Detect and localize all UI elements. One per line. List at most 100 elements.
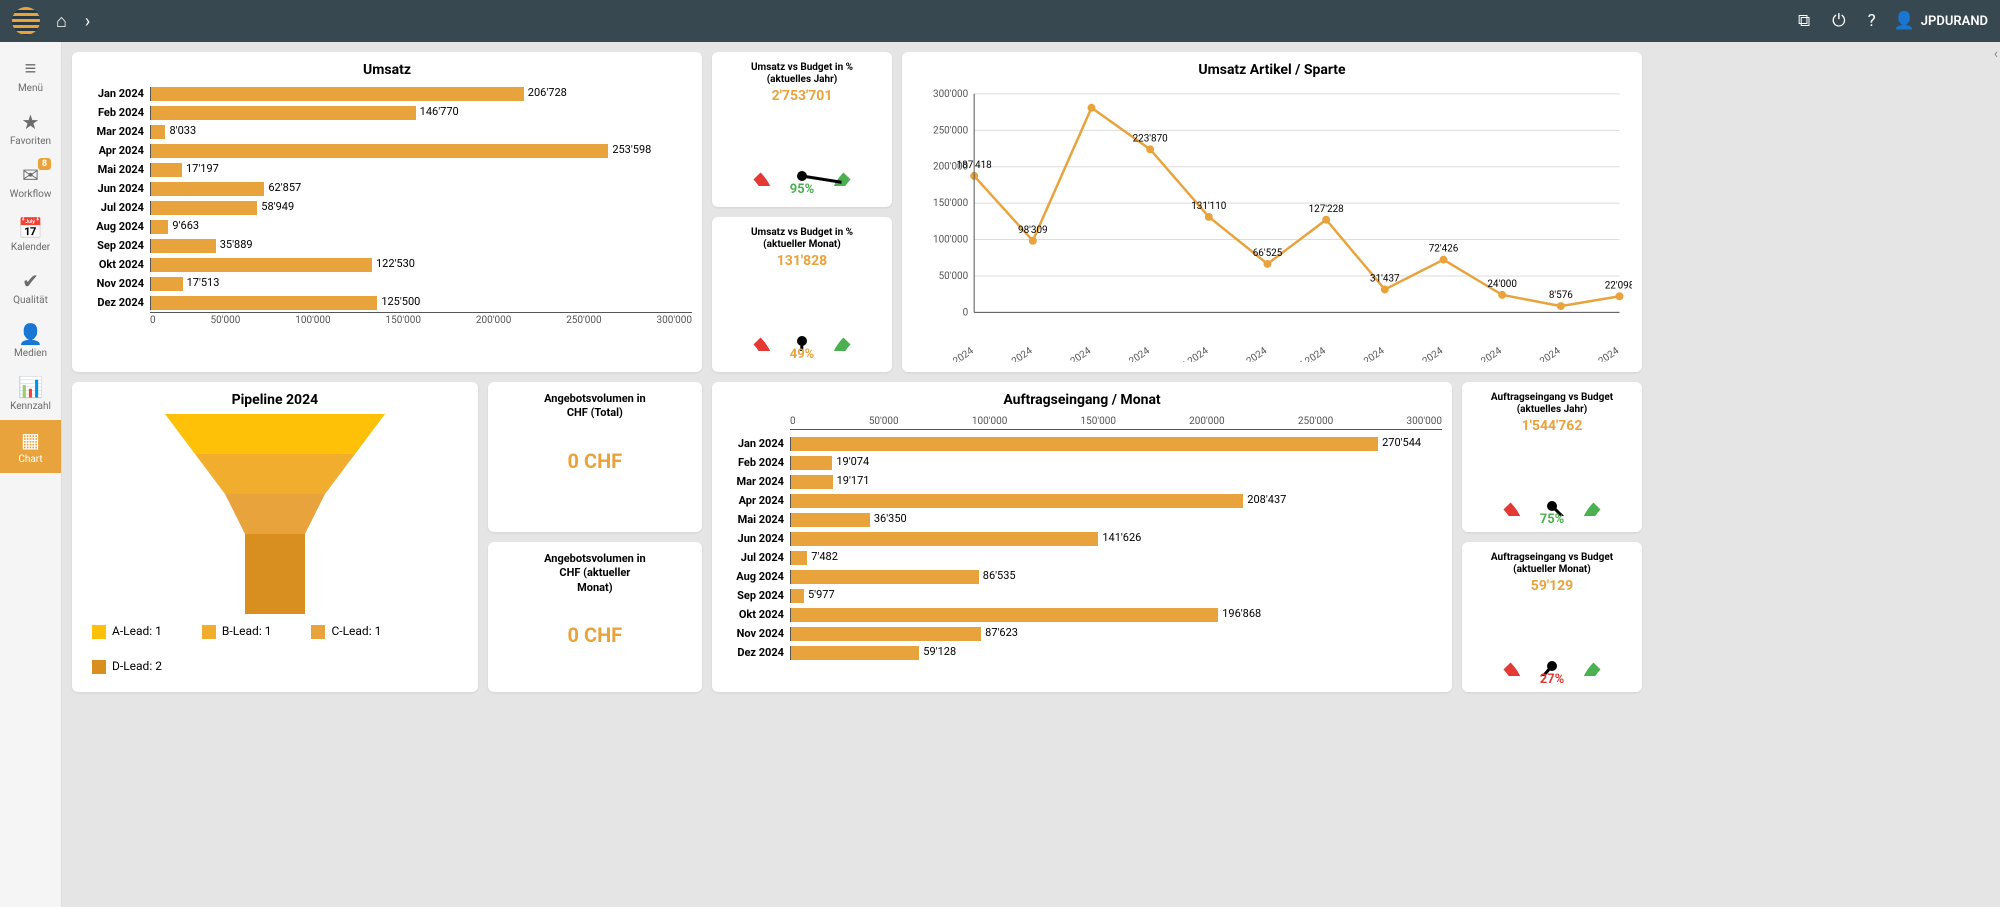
pipeline-card: Pipeline 2024 A-Lead: 1B-Lead: 1C-Lead: …: [72, 382, 478, 692]
bar-label: Jul 2024: [82, 201, 150, 214]
gauge-title: Umsatz vs Budget in %(aktuelles Jahr): [722, 62, 882, 86]
bar-fill: [151, 163, 182, 177]
bar-label: Okt 2024: [722, 608, 790, 621]
qualität-icon: ✔: [0, 269, 61, 293]
bar-value: 125'500: [381, 295, 420, 308]
menü-icon: ≡: [0, 56, 61, 81]
topbar: ⌂ › ⧉ ⏻ ? 👤 JPDURAND: [0, 0, 2000, 42]
sidebar-item-kennzahl[interactable]: 📊Kennzahl: [0, 367, 61, 420]
bar-fill: [791, 475, 833, 489]
gauge-value: 131'828: [722, 253, 882, 269]
svg-text:Jul 2024: Jul 2024: [1290, 345, 1328, 362]
sidebar-item-qualität[interactable]: ✔ Qualität: [0, 261, 61, 314]
svg-text:131'110: 131'110: [1191, 201, 1226, 212]
svg-text:300'000: 300'000: [933, 89, 968, 100]
bar-row: Dez 2024 59'128: [722, 643, 1442, 662]
bar-label: Mar 2024: [722, 475, 790, 488]
svg-text:0: 0: [963, 307, 969, 318]
bar-fill: [151, 87, 524, 101]
bar-row: Jun 2024 141'626: [722, 529, 1442, 548]
legend-item: C-Lead: 1: [311, 624, 381, 639]
bar-fill: [791, 437, 1378, 451]
bar-value: 8'033: [169, 124, 196, 137]
bar-label: Jan 2024: [722, 437, 790, 450]
sidebar-item-chart[interactable]: ▦Chart: [0, 420, 61, 473]
bar-row: Feb 2024 19'074: [722, 453, 1442, 472]
sidebar-item-label: Favoriten: [10, 136, 51, 147]
bar-fill: [151, 106, 416, 120]
bar-fill: [791, 608, 1218, 622]
bar-row: Feb 2024 146'770: [82, 103, 692, 122]
app-logo[interactable]: [12, 7, 40, 35]
bar-value: 7'482: [811, 550, 838, 563]
legend-item: A-Lead: 1: [92, 624, 162, 639]
gauge-percent: 75%: [1472, 512, 1632, 527]
svg-text:50'000: 50'000: [939, 271, 969, 282]
sidebar-item-kalender[interactable]: 📅Kalender: [0, 208, 61, 261]
medien-icon: 👤: [0, 322, 61, 346]
bar-row: Dez 2024 125'500: [82, 293, 692, 312]
sidebar-item-label: Menü: [18, 83, 43, 94]
svg-text:250'000: 250'000: [933, 125, 968, 136]
svg-text:Sep 2024: Sep 2024: [1405, 345, 1446, 362]
sidebar-item-label: Chart: [18, 454, 42, 465]
collapse-panel-icon[interactable]: ‹: [1994, 46, 1998, 62]
sidebar-item-medien[interactable]: 👤 Medien: [0, 314, 61, 367]
umsatz-bar-card: Umsatz Jan 2024 206'728 Feb 2024 146'770…: [72, 52, 702, 372]
bar-label: Okt 2024: [82, 258, 150, 271]
svg-text:66'525: 66'525: [1253, 248, 1283, 259]
bar-row: Mai 2024 36'350: [722, 510, 1442, 529]
sidebar-item-favoriten[interactable]: ★Favoriten: [0, 102, 61, 155]
gauge-value: 2'753'701: [722, 88, 882, 104]
bar-value: 35'889: [220, 238, 253, 251]
bar-row: Mai 2024 17'197: [82, 160, 692, 179]
kpi-title: Angebotsvolumen inCHF (Total): [498, 392, 692, 421]
bar-label: Feb 2024: [722, 456, 790, 469]
bar-fill: [151, 125, 165, 139]
bar-value: 58'949: [261, 200, 294, 213]
svg-text:Jan 2024: Jan 2024: [936, 345, 976, 362]
bar-label: Jul 2024: [722, 551, 790, 564]
sidebar-item-label: Qualität: [13, 295, 48, 306]
svg-text:Mai 2024: Mai 2024: [1170, 345, 1210, 362]
bar-fill: [151, 277, 183, 291]
bar-value: 86'535: [983, 569, 1016, 582]
bar-value: 122'530: [376, 257, 415, 270]
open-external-icon[interactable]: ⧉: [1798, 11, 1810, 31]
bar-fill: [791, 532, 1098, 546]
bar-value: 141'626: [1102, 531, 1141, 544]
svg-text:Apr 2024: Apr 2024: [1113, 345, 1153, 362]
bar-fill: [791, 570, 979, 584]
help-icon[interactable]: ?: [1868, 11, 1876, 31]
sidebar-item-workflow[interactable]: ✉Workflow8: [0, 155, 61, 208]
bar-label: Mai 2024: [722, 513, 790, 526]
bar-row: Mar 2024 19'171: [722, 472, 1442, 491]
gauge-title: Auftragseingang vs Budget(aktuelles Jahr…: [1472, 392, 1632, 416]
chevron-right-icon[interactable]: ›: [85, 11, 90, 32]
gauge-percent: 95%: [722, 182, 882, 197]
kpi-month-card: Angebotsvolumen inCHF (aktuellerMonat) 0…: [488, 542, 702, 692]
gauge-title: Umsatz vs Budget in %(aktueller Monat): [722, 227, 882, 251]
gauge-title: Auftragseingang vs Budget(aktueller Mona…: [1472, 552, 1632, 576]
bar-row: Jan 2024 206'728: [82, 84, 692, 103]
bar-fill: [791, 456, 832, 470]
sidebar-item-menü[interactable]: ≡ Menü: [0, 48, 61, 102]
gauge-month-card: Umsatz vs Budget in %(aktueller Monat) 1…: [712, 217, 892, 372]
bar-value: 146'770: [420, 105, 459, 118]
sidebar-item-label: Medien: [14, 348, 47, 359]
bar-row: Jun 2024 62'857: [82, 179, 692, 198]
home-icon[interactable]: ⌂: [56, 11, 67, 32]
user-menu[interactable]: 👤 JPDURAND: [1894, 11, 1988, 31]
bar-row: Okt 2024 196'868: [722, 605, 1442, 624]
bar-fill: [791, 627, 981, 641]
card-title: Auftragseingang / Monat: [722, 392, 1442, 408]
bar-label: Mar 2024: [82, 125, 150, 138]
gauge-orders-year-card: Auftragseingang vs Budget(aktuelles Jahr…: [1462, 382, 1642, 532]
sidebar-item-label: Kalender: [11, 242, 50, 253]
power-icon[interactable]: ⏻: [1832, 11, 1845, 31]
bar-fill: [151, 220, 168, 234]
bar-fill: [791, 551, 807, 565]
kpi-value: 0 CHF: [498, 623, 692, 647]
kpi-total-card: Angebotsvolumen inCHF (Total) 0 CHF: [488, 382, 702, 532]
bar-row: Nov 2024 87'623: [722, 624, 1442, 643]
